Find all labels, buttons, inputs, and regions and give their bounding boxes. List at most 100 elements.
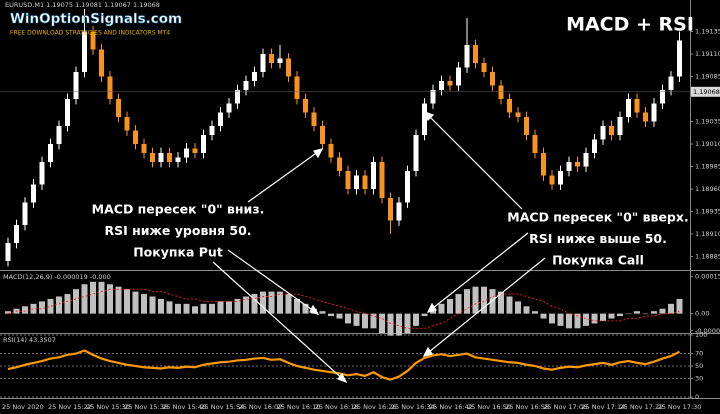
candle-body <box>99 49 104 77</box>
candle-body <box>14 225 19 243</box>
macd-bar <box>523 306 530 314</box>
y-tick-label: 1.19110 <box>695 50 720 58</box>
candle-body <box>558 171 563 185</box>
x-tick-label: 25 Nov 17:06 <box>543 403 587 411</box>
x-tick-label: 25 Nov 16:02 <box>239 403 283 411</box>
macd-bar <box>600 313 606 321</box>
macd-bar <box>251 294 258 314</box>
candle-body <box>226 103 232 113</box>
candle-body <box>430 90 436 104</box>
candle-body <box>413 135 419 171</box>
macd-bar <box>200 303 207 314</box>
arrow <box>424 111 523 210</box>
x-tick-label: 25 Nov 15:30 <box>86 403 130 411</box>
candle-body <box>643 112 648 122</box>
arrow <box>212 261 347 383</box>
candle-body <box>277 58 283 63</box>
x-tick-label: 25 Nov 15:38 <box>124 403 168 411</box>
macd-bar <box>90 281 96 314</box>
macd-bar <box>396 313 402 336</box>
candle-body <box>209 126 215 135</box>
candle-body <box>56 126 62 144</box>
x-tick-label: 25 Nov 16:10 <box>277 403 321 411</box>
macd-bar <box>532 311 538 314</box>
candle-body <box>660 90 665 104</box>
macd-bar <box>107 284 113 314</box>
candle-body <box>303 99 308 113</box>
arrow-head <box>309 304 320 315</box>
macd-bar <box>158 298 164 314</box>
macd-bar <box>617 313 623 317</box>
candle-body <box>362 175 368 189</box>
candle-body <box>218 112 223 126</box>
macd-bar <box>183 303 190 314</box>
macd-bar <box>676 298 683 314</box>
candle-body <box>583 153 589 167</box>
arrow-head <box>313 148 324 159</box>
y-tick-label: 1.18910 <box>695 230 720 238</box>
candle-body <box>158 153 164 162</box>
annotation: Покупка Put <box>133 245 223 260</box>
candle-body <box>107 76 113 99</box>
candle-body <box>549 175 555 185</box>
macd-bar <box>285 294 292 314</box>
candle-body <box>294 76 300 99</box>
candle-body <box>22 202 28 225</box>
macd-label: MACD(12,26,9) -0.000019 -0.000 <box>3 273 111 281</box>
macd-bar <box>302 303 309 314</box>
candle-body <box>192 148 198 153</box>
annotation: MACD пересек "0" вверх. <box>507 210 688 225</box>
macd-bar <box>319 311 326 314</box>
candle-body <box>269 54 274 63</box>
chart-title: MACD + RSI <box>566 14 694 36</box>
candle-body <box>379 162 385 198</box>
macd-bar <box>625 313 632 315</box>
candle-body <box>65 99 70 126</box>
candle-body <box>141 144 147 153</box>
candle-body <box>405 171 410 203</box>
candle-body <box>481 63 487 72</box>
candle-body <box>201 135 206 153</box>
x-tick-label: 25 Nov 2020 <box>2 403 44 411</box>
candle-body <box>328 144 334 158</box>
macd-bar <box>362 313 368 329</box>
candle-body <box>184 148 189 158</box>
annotation: RSI ниже выше 50. <box>529 231 667 246</box>
macd-bar <box>328 313 334 317</box>
macd-bar <box>447 298 453 314</box>
candle-body <box>124 117 130 131</box>
candle-body <box>260 54 266 72</box>
candle-body <box>524 117 529 135</box>
macd-bar <box>166 301 173 314</box>
macd-bar <box>506 296 513 314</box>
candle-body <box>600 126 606 140</box>
macd-bar <box>353 313 360 326</box>
candle-body <box>39 162 45 185</box>
macd-bar <box>132 291 139 314</box>
macd-bar <box>659 308 666 314</box>
candle-body <box>320 126 325 144</box>
macd-bar <box>557 313 564 326</box>
plot-area: 1.19135 1.19110 1.19085 1.19035 1.19010 1.189… <box>0 9 720 411</box>
candle-body <box>634 99 640 113</box>
macd-bar <box>64 294 71 314</box>
macd-bar <box>379 313 385 334</box>
candle-body <box>566 162 572 171</box>
y-tick-label: 1.18960 <box>695 185 720 193</box>
macd-bar <box>149 296 156 314</box>
x-tick-label: 25 Nov 15:54 <box>200 403 244 411</box>
candle-body <box>252 72 257 81</box>
annotation: Покупка Call <box>552 253 644 268</box>
macd-bar <box>268 291 275 314</box>
candle-body <box>668 76 674 90</box>
macd-bar <box>141 294 147 314</box>
macd-bar <box>404 313 411 334</box>
macd-bar <box>5 311 11 314</box>
candle-body <box>388 198 393 221</box>
macd-bar <box>98 281 105 314</box>
macd-bar <box>549 313 555 324</box>
macd-bar <box>668 303 674 314</box>
macd-bar <box>234 298 241 314</box>
